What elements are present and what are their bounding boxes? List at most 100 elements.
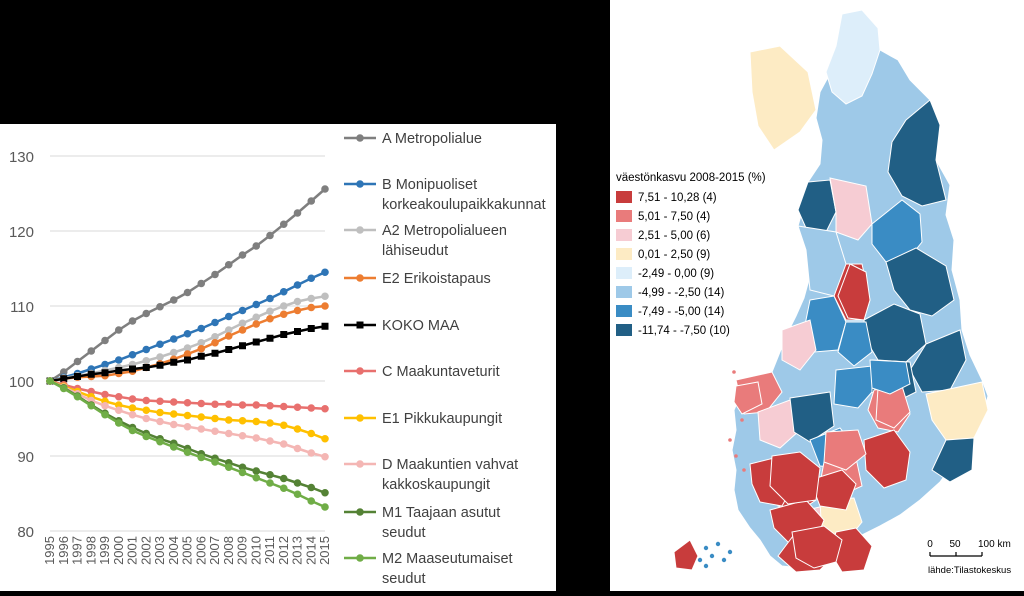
data-point	[169, 420, 178, 429]
legend-label: -11,74 - -7,50 (10)	[638, 325, 730, 337]
region-east-central	[869, 359, 911, 395]
data-point	[101, 410, 109, 419]
coastal-island	[732, 370, 736, 374]
data-point	[183, 344, 192, 352]
region-tampere	[809, 469, 857, 511]
data-point	[197, 413, 206, 421]
data-point	[252, 467, 261, 475]
y-tick-label: 80	[17, 524, 34, 541]
legend-marker	[356, 274, 364, 282]
data-point	[279, 474, 288, 483]
region-far-north	[825, 9, 881, 105]
map-legend-item-2: 2,51 - 5,00 (6)	[616, 229, 710, 242]
legend-marker	[356, 180, 364, 188]
data-point	[266, 437, 274, 445]
legend-marker	[356, 321, 364, 329]
data-point	[142, 406, 151, 415]
legend-swatch	[616, 191, 632, 203]
series-4	[46, 322, 329, 385]
data-point	[307, 483, 316, 492]
legend-item-7: D Maakuntien vahvat kakkoskaupungit	[344, 457, 518, 493]
legend-label: C Maakuntaveturit	[382, 364, 500, 380]
data-point	[114, 406, 123, 415]
legend-label: D Maakuntien vahvat	[382, 457, 518, 473]
data-point	[73, 392, 82, 401]
map-legend: väestönkasvu 2008-2015 (%) 7,51 - 10,28 (…	[616, 172, 766, 337]
data-point	[128, 350, 137, 359]
data-point	[183, 329, 192, 338]
data-point	[197, 425, 206, 433]
line-chart-panel: 80 90 100 110 120 130 1995 1996 1997 1998 1999 2000…	[0, 124, 556, 591]
data-point	[279, 287, 288, 296]
data-point	[238, 306, 247, 315]
x-tick-label: 2015	[317, 536, 332, 565]
data-point	[266, 314, 274, 323]
x-tick-label: 2001	[125, 536, 140, 565]
scale-bar: 0 50 100 km lähde:Tilastokeskus	[927, 539, 1011, 576]
legend-marker	[356, 134, 364, 142]
data-point	[169, 398, 178, 406]
legend-label: 2,51 - 5,00 (6)	[638, 230, 710, 242]
data-point	[279, 402, 288, 411]
data-point	[183, 411, 192, 420]
x-tick-label: 2012	[276, 536, 291, 565]
legend-label: M1 Taajaan asutut	[382, 505, 500, 521]
region-koillismaa	[885, 247, 955, 317]
data-point	[321, 322, 329, 330]
legend-item-5: C Maakuntaveturit	[344, 364, 500, 380]
data-point	[266, 294, 274, 303]
island	[697, 557, 703, 563]
legend-marker	[356, 460, 364, 468]
data-point	[156, 353, 164, 361]
finland-choropleth-map: väestönkasvu 2008-2015 (%) 7,51 - 10,28 (…	[616, 9, 1011, 576]
data-point	[252, 242, 261, 250]
x-tick-label: 2004	[166, 536, 181, 565]
data-point	[183, 398, 192, 407]
data-point	[211, 318, 219, 327]
data-point	[307, 294, 316, 303]
data-point	[321, 268, 329, 277]
data-point	[293, 425, 302, 433]
data-point	[211, 349, 219, 357]
y-tick-label: 110	[10, 299, 34, 316]
region-ylivieska	[837, 321, 873, 367]
coastal-island	[736, 390, 740, 394]
legend-label: A Metropolialue	[382, 131, 482, 147]
data-point	[128, 317, 137, 325]
map-legend-item-5: -4,99 - -2,50 (14)	[616, 286, 724, 299]
data-point	[293, 479, 302, 487]
data-point	[115, 367, 123, 374]
data-point	[321, 302, 329, 310]
data-point	[142, 345, 151, 354]
x-tick-label: 1996	[56, 536, 71, 565]
data-point	[224, 312, 233, 321]
data-point	[321, 452, 329, 461]
data-point	[224, 400, 233, 409]
region-aland	[673, 539, 699, 571]
data-point	[128, 426, 137, 435]
y-tick-label: 90	[17, 449, 34, 466]
data-point	[87, 401, 96, 410]
legend-marker	[356, 414, 364, 422]
data-point	[238, 251, 247, 259]
data-point	[252, 434, 261, 442]
data-point	[224, 326, 233, 334]
island	[703, 545, 709, 551]
data-point	[252, 300, 261, 309]
scale-label: 100 km	[978, 539, 1011, 550]
data-point	[211, 338, 219, 347]
data-point	[224, 260, 233, 269]
island	[715, 541, 721, 547]
data-point	[293, 306, 302, 315]
island	[709, 553, 715, 559]
legend-swatch	[616, 305, 632, 317]
legend-label: korkeakoulupaikkakunnat	[382, 197, 546, 213]
legend-label: kakkoskaupungit	[382, 477, 490, 493]
data-point	[279, 440, 288, 448]
data-point	[321, 434, 329, 443]
legend-item-2: A2 Metropolialueen lähiseudut	[344, 223, 507, 259]
data-point	[224, 416, 233, 424]
x-tick-label: 2000	[111, 536, 126, 565]
data-point	[114, 326, 123, 334]
legend-marker	[356, 226, 364, 234]
